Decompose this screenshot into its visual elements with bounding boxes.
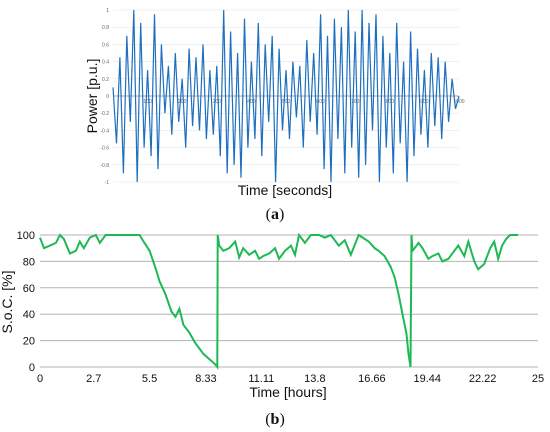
power-x-tick: 900 (420, 99, 429, 105)
power-x-tick: 200 (178, 99, 187, 105)
power-series-line (112, 9, 460, 183)
soc-y-tick: 60 (23, 283, 35, 295)
power-x-tick: 300 (213, 99, 222, 105)
soc-y-tick: 80 (23, 256, 35, 268)
soc-x-tick: 2.7 (86, 373, 101, 385)
panel-b-letter: b (271, 411, 280, 428)
power-x-tick: 500 (282, 99, 291, 105)
soc-x-axis-label: Time [hours] (249, 384, 326, 400)
soc-x-tick: 22.22 (469, 373, 497, 385)
power-x-tick: 600 (316, 99, 325, 105)
soc-x-tick: 0 (37, 373, 43, 385)
panel-b-open: ( (265, 411, 270, 428)
soc-series-line (39, 232, 519, 370)
power-y-tick: 0.8 (102, 25, 109, 31)
power-y-tick: -0.4 (100, 128, 109, 134)
panel-a-letter: a (271, 206, 279, 223)
power-y-tick: -0.6 (100, 146, 109, 152)
soc-y-tick: 40 (23, 309, 35, 321)
power-x-tick: 1000 (453, 99, 464, 105)
soc-y-axis-label: S.o.C. [%] (0, 270, 15, 333)
panel-b-caption: (b) (265, 411, 285, 428)
soc-x-tick: 11.11 (248, 373, 274, 385)
power-y-tick: 0 (106, 94, 109, 100)
power-panel: 1 0.8 0.6 0.4 0.2 0 -0.2 -0.4 -0.6 -0.8 -1 100 200 30… (84, 8, 465, 223)
soc-x-tick: 13.8 (304, 373, 325, 385)
panel-a-open: ( (266, 206, 271, 223)
power-y-tick: -1 (105, 180, 110, 186)
power-y-tick: -0.2 (100, 111, 109, 117)
power-x-tick: 700 (351, 99, 360, 105)
power-y-tick: 0.6 (102, 42, 109, 48)
power-y-tick: 0.2 (102, 77, 109, 83)
soc-x-tick: 16.66 (358, 373, 386, 385)
power-y-tick: 0.4 (102, 60, 109, 66)
soc-y-tick: 0 (29, 362, 35, 374)
power-y-tick: 1 (106, 8, 109, 14)
soc-y-tick: 100 (17, 230, 35, 242)
soc-y-tick: 20 (23, 336, 35, 348)
panel-a-close: ) (279, 206, 284, 223)
soc-panel: 0 20 40 60 80 100 0 2.7 5.5 8.33 11.11 13.8 16.66 19.… (0, 230, 544, 428)
power-x-tick: 100 (143, 99, 152, 105)
soc-x-tick: 5.5 (142, 373, 157, 385)
power-x-axis-label: Time [seconds] (238, 182, 332, 198)
power-x-tick: 400 (247, 99, 256, 105)
panel-a-caption: (a) (266, 206, 285, 223)
soc-x-tick: 8.33 (195, 373, 216, 385)
power-y-axis-label: Power [p.u.] (84, 59, 100, 134)
soc-grid (40, 234, 538, 368)
soc-x-tick: 19.44 (413, 373, 441, 385)
soc-tick-labels: 0 20 40 60 80 100 0 2.7 5.5 8.33 11.11 13.8 16.66 19.… (17, 230, 544, 385)
power-y-tick: -0.8 (100, 163, 109, 169)
power-tick-labels: 1 0.8 0.6 0.4 0.2 0 -0.2 -0.4 -0.6 -0.8 -1 100 200 30… (100, 8, 464, 186)
power-x-tick: 800 (386, 99, 395, 105)
panel-b-close: ) (279, 411, 284, 428)
soc-x-tick: 25 (532, 373, 544, 385)
